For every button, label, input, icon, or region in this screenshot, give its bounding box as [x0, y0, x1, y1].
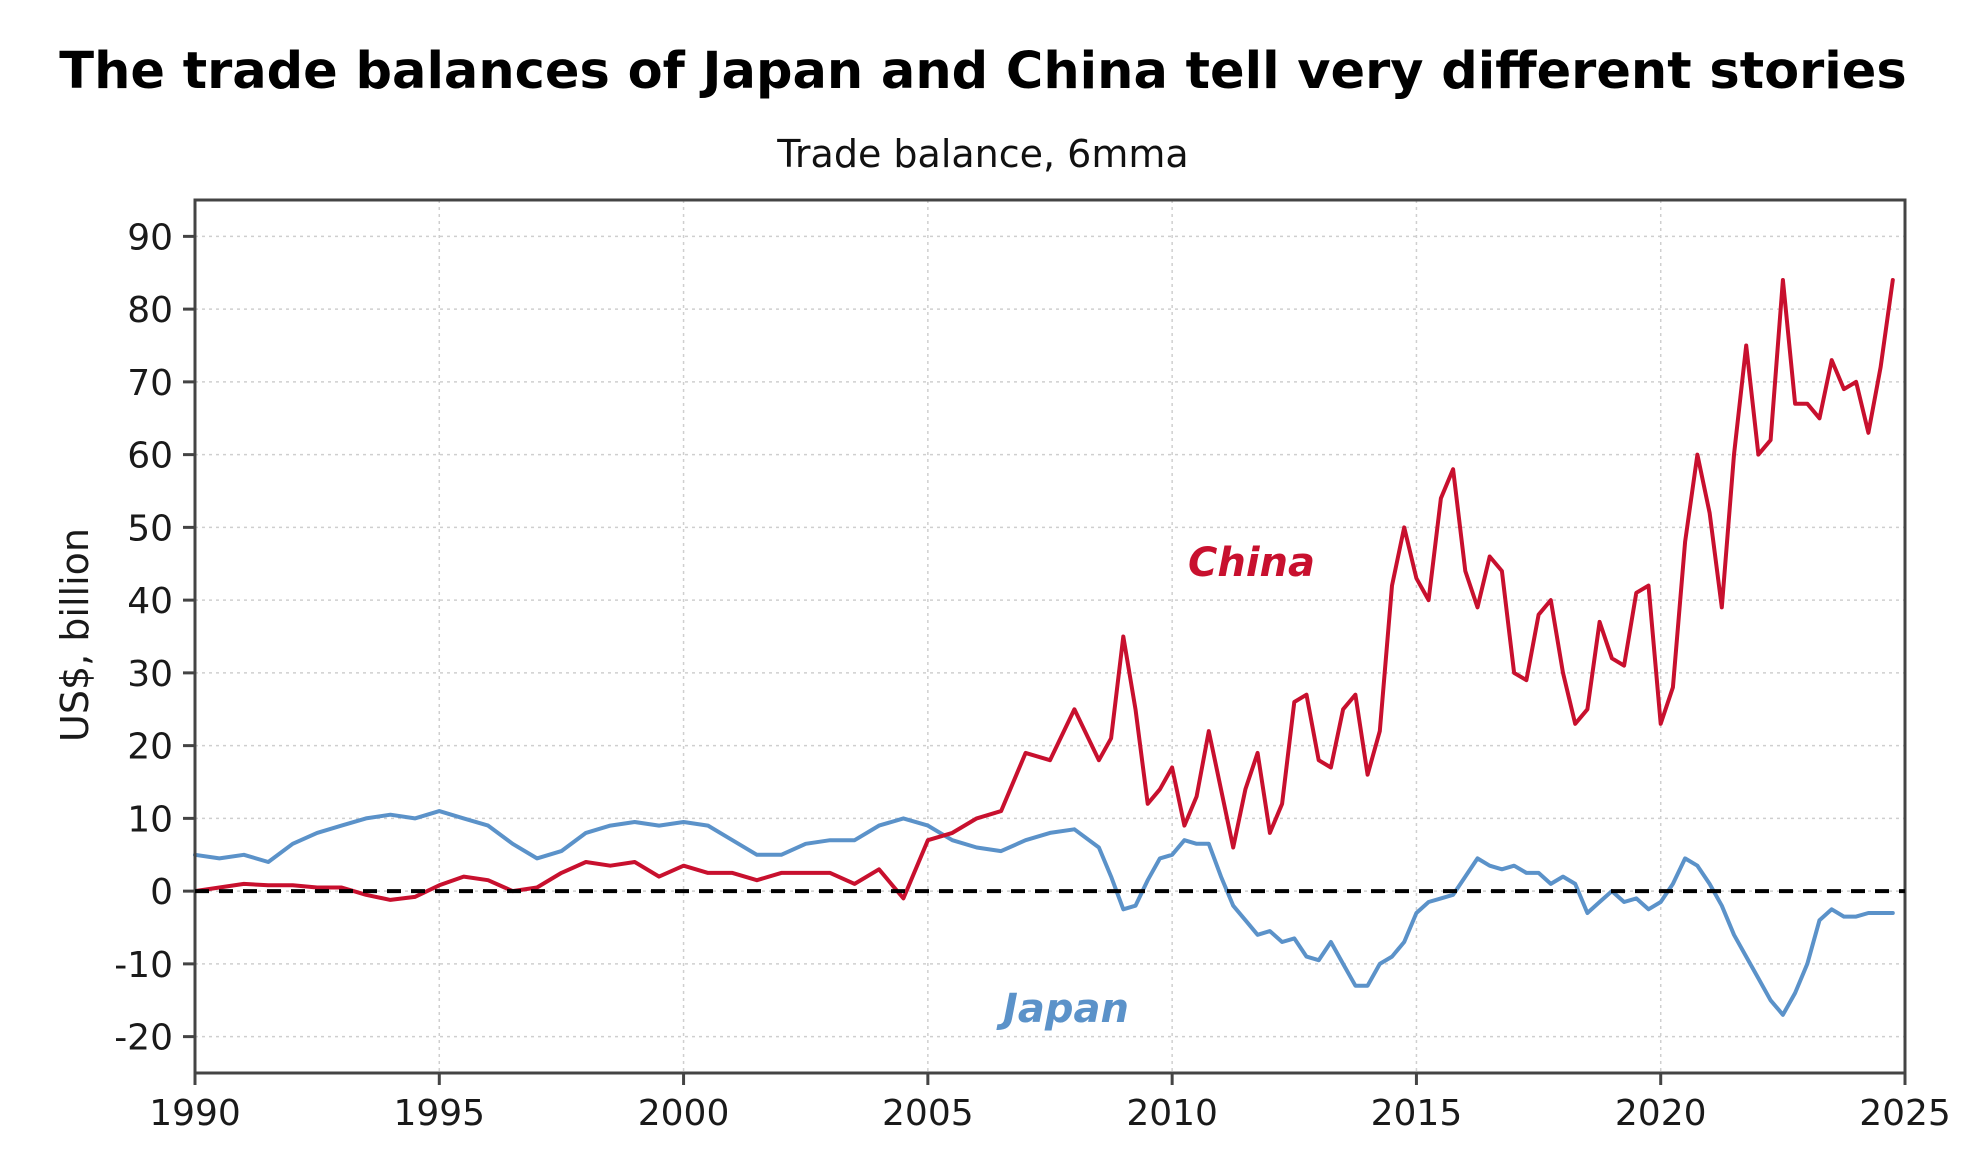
- y-tick-label: 0: [150, 872, 173, 913]
- x-tick-label: 2010: [1126, 1093, 1218, 1134]
- x-tick-label: 1990: [149, 1093, 241, 1134]
- chart-title: The trade balances of Japan and China te…: [59, 42, 1906, 101]
- series-label-china: China: [1188, 540, 1315, 586]
- series-label-japan: Japan: [996, 986, 1129, 1032]
- y-tick-label: 20: [127, 727, 173, 768]
- x-tick-label: 2020: [1615, 1093, 1707, 1134]
- y-tick-label: 30: [127, 654, 173, 695]
- series-line-japan: [193, 809, 1895, 1017]
- plot-frame: [193, 198, 1907, 1075]
- y-tick-label: -10: [114, 945, 173, 986]
- y-tick-label: 80: [127, 290, 173, 331]
- y-tick-label: 60: [127, 436, 173, 477]
- series-group: [193, 278, 1895, 1017]
- y-tick-label: 50: [127, 508, 173, 549]
- chart-subtitle: Trade balance, 6mma: [776, 132, 1188, 176]
- x-tick-label: 2025: [1859, 1093, 1951, 1134]
- y-tick-label: 10: [127, 799, 173, 840]
- series-line-china: [193, 278, 1895, 902]
- y-tick-label: 40: [127, 581, 173, 622]
- y-axis-label: US$, billion: [53, 528, 97, 742]
- x-tick-label: 2000: [638, 1093, 730, 1134]
- y-tick-label: 90: [127, 217, 173, 258]
- x-tick-label: 2015: [1371, 1093, 1463, 1134]
- grid: [194, 200, 1906, 1073]
- y-tick-label: 70: [127, 363, 173, 404]
- x-tick-label: 1995: [393, 1093, 485, 1134]
- x-tick-label: 2005: [882, 1093, 974, 1134]
- y-tick-label: -20: [114, 1018, 173, 1059]
- ticks: -20 -10 0 10 20 30 40 50 60 70 80 90 1990 1995 2000 200…: [114, 217, 1951, 1134]
